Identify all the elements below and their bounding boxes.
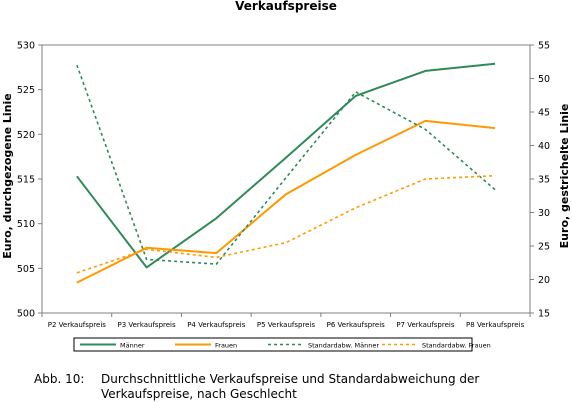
data-point — [215, 217, 217, 219]
data-point — [355, 207, 357, 209]
legend-label-0: Männer — [120, 342, 145, 350]
data-point — [76, 64, 78, 66]
data-point — [355, 154, 357, 156]
legend: Männer Frauen Standardabw. Männer Standarda… — [73, 337, 491, 352]
chart-title: Verkaufspreise — [235, 0, 337, 13]
data-point — [494, 63, 496, 65]
data-point — [145, 266, 147, 268]
y-right-tick-label: 55 — [538, 41, 550, 52]
x-tick-label: P2 Verkaufspreis — [48, 321, 107, 329]
data-point — [494, 127, 496, 129]
plot-area: 500 505 510 515 520 525 530 15 20 25 30 35 40 45 50 55 P… — [17, 41, 550, 330]
x-tick-label: P6 Verkaufspreis — [327, 321, 386, 329]
y-right-tick-label: 25 — [538, 242, 550, 253]
data-point — [355, 91, 357, 93]
y-right-tick-label: 40 — [538, 141, 550, 152]
data-point — [285, 193, 287, 195]
y-right-tick-label: 50 — [538, 74, 550, 85]
series-line-0 — [76, 62, 496, 269]
data-point — [424, 128, 426, 130]
y-left-tick-label: 515 — [17, 175, 35, 186]
y-right-tick-label: 35 — [538, 175, 550, 186]
data-point — [215, 256, 217, 258]
y-right-tick-label: 45 — [538, 108, 550, 119]
data-point — [494, 174, 496, 176]
data-point — [145, 248, 147, 250]
y-axis-left-label: Euro, durchgezogene Linie — [1, 93, 14, 258]
data-point — [285, 176, 287, 178]
caption-label: Abb. 10: — [34, 372, 85, 386]
data-point — [285, 241, 287, 243]
y-left-tick-label: 510 — [17, 219, 35, 230]
y-right-tick-label: 30 — [538, 208, 550, 219]
x-tick-label: P8 Verkaufspreis — [466, 321, 525, 329]
plot-frame — [41, 44, 531, 314]
y-left-tick-label: 505 — [17, 264, 35, 275]
x-tick-label: P3 Verkaufspreis — [117, 321, 176, 329]
x-tick-label: P7 Verkaufspreis — [396, 321, 455, 329]
data-point — [355, 95, 357, 97]
series-line-3 — [76, 174, 496, 274]
y-left-tick-label: 530 — [17, 41, 35, 52]
data-point — [76, 272, 78, 274]
chart: Verkaufspreise 500 505 510 515 520 525 530 15 20… — [1, 0, 571, 352]
data-point — [424, 70, 426, 72]
y-right-tick-label: 15 — [538, 309, 550, 320]
y-left-tick-label: 525 — [17, 85, 35, 96]
x-tick-label: P4 Verkaufspreis — [187, 321, 246, 329]
data-point — [285, 156, 287, 158]
legend-label-1: Frauen — [215, 342, 237, 350]
data-point — [424, 178, 426, 180]
y-left-tick-label: 520 — [17, 130, 35, 141]
legend-label-3: Standardabw. Frauen — [422, 342, 491, 350]
data-point — [424, 120, 426, 122]
data-point — [145, 258, 147, 260]
series-line-2 — [76, 64, 496, 265]
data-point — [215, 252, 217, 254]
data-point — [76, 175, 78, 177]
legend-label-2: Standardabw. Männer — [308, 342, 379, 350]
data-point — [215, 263, 217, 265]
y-left-tick-label: 500 — [17, 309, 35, 320]
series-line-1 — [76, 119, 496, 284]
y-right-tick-label: 20 — [538, 275, 550, 286]
caption-text: Durchschnittliche Verkaufspreise und Sta… — [101, 372, 480, 401]
data-point — [494, 189, 496, 191]
legend-box — [73, 337, 473, 352]
data-point — [76, 281, 78, 283]
y-axis-right-label: Euro, gestrichelte Linie — [558, 104, 571, 249]
x-tick-label: P5 Verkaufspreis — [257, 321, 316, 329]
